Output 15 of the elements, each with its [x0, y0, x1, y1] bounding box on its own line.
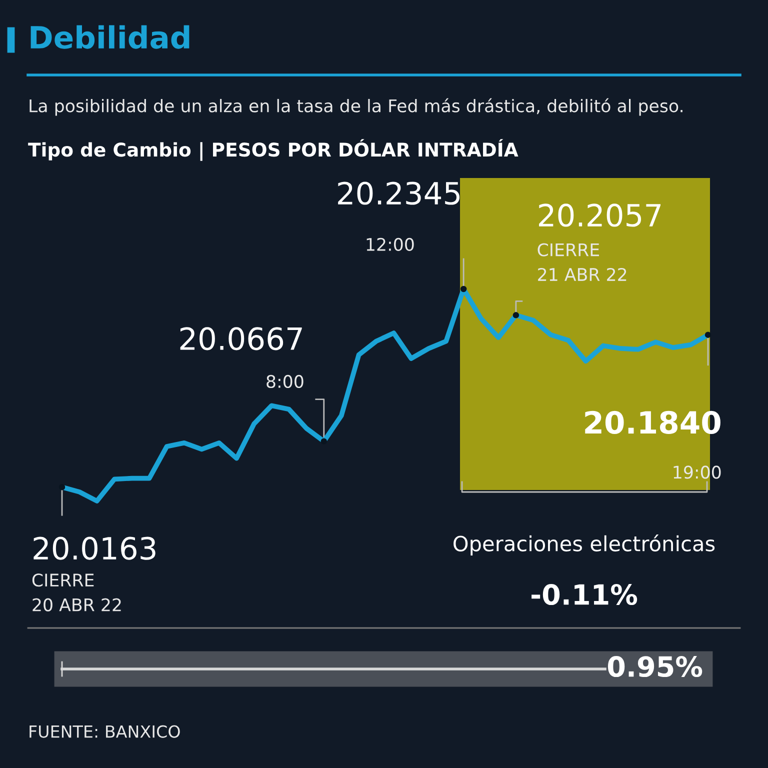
text: Operaciones electrónicas: [454, 534, 715, 556]
data-label: 20.2345: [338, 182, 460, 205]
text: 0.95%: [608, 656, 702, 678]
data-label: 20.2057: [539, 204, 661, 227]
chart-title: Debilidad: [30, 25, 190, 49]
data-label: 20.0667: [180, 327, 302, 350]
chart-subtitle: La posibilidad de un alza en la tasa de la Fed más drástica, debilitó al peso.: [30, 98, 682, 116]
data-label: 20.0163: [34, 536, 156, 560]
text: CIERRE 21 ABR 22: [538, 243, 626, 281]
text: -0.11%: [532, 584, 638, 606]
text: CIERRE 20 ABR 22: [32, 574, 121, 612]
text: Tipo de Cambio | PESOS POR DÓLAR INTRADÍA: [28, 139, 518, 161]
text: 12:00: [366, 238, 414, 251]
source-note: FUENTE: BANXICO: [30, 725, 180, 738]
annotation: 8:00: [266, 374, 304, 388]
